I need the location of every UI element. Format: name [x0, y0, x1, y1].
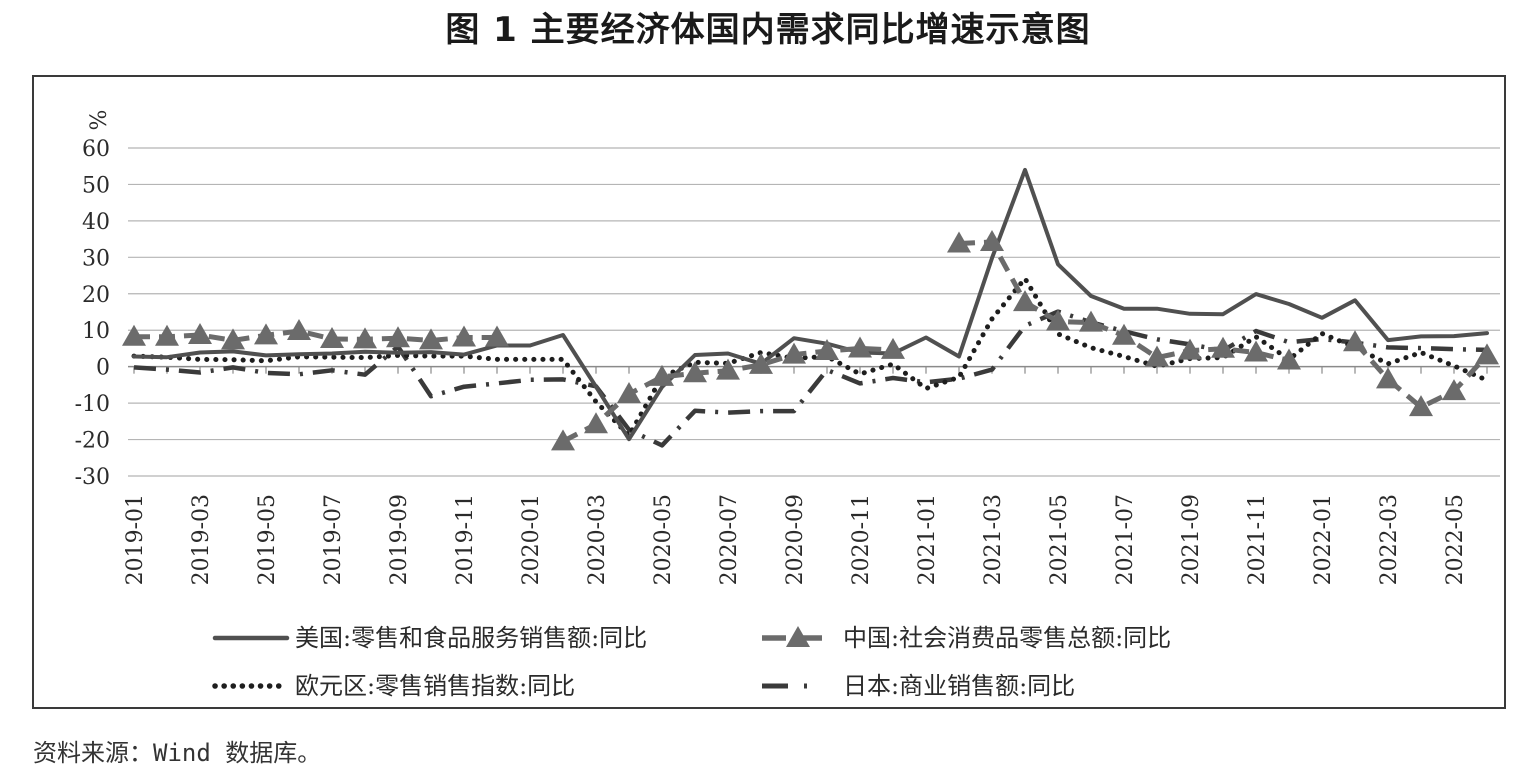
x-tick-label: 2021-11 [1245, 494, 1270, 585]
triangle-marker [1046, 309, 1070, 331]
series-line-3 [133, 309, 1488, 448]
triangle-marker [221, 328, 245, 350]
x-tick-label: 2021-03 [981, 494, 1006, 585]
triangle-marker [452, 325, 476, 347]
triangle-marker [320, 326, 344, 348]
x-tick-label: 2022-01 [1311, 494, 1336, 585]
y-tick-label: 40 [82, 210, 110, 235]
source-note: 资料来源：Wind 数据库。 [33, 739, 322, 767]
legend-label: 欧元区:零售销售指数:同比 [295, 672, 575, 700]
x-tick-label: 2019-09 [387, 494, 412, 585]
legend-entry-2: 欧元区:零售销售指数:同比 [212, 672, 575, 700]
x-tick-label: 2022-05 [1443, 494, 1468, 585]
triangle-marker [683, 361, 707, 383]
grid-layer [128, 147, 1500, 477]
y-tick-label: 10 [82, 319, 110, 344]
triangle-marker [353, 327, 377, 349]
y-tick-label: 30 [82, 246, 110, 271]
x-tick-label: 2020-09 [783, 494, 808, 585]
triangle-marker [1343, 330, 1367, 352]
x-tick-label: 2019-05 [255, 494, 280, 585]
triangle-marker [254, 323, 278, 345]
x-tick-label: 2020-03 [585, 494, 610, 585]
triangle-marker [1475, 343, 1499, 365]
y-tick-label: -20 [75, 429, 110, 454]
x-tick-label: 2021-07 [1113, 494, 1138, 585]
y-tick-label: 20 [82, 283, 110, 308]
triangle-marker [1211, 336, 1235, 358]
legend-triangle-marker [786, 626, 810, 647]
y-tick-label: 50 [82, 173, 110, 198]
triangle-marker [287, 318, 311, 340]
triangle-marker [749, 352, 773, 374]
axis-layer: 60 50 40 30 20 10 0 -10 -20 -30% 2019-01 2019-03 201… [75, 110, 1500, 585]
x-tick-label: 2019-11 [453, 494, 478, 585]
x-tick-label: 2021-09 [1179, 494, 1204, 585]
x-tick-label: 2022-03 [1377, 494, 1402, 585]
triangle-marker [848, 336, 872, 358]
triangle-marker [1409, 395, 1433, 417]
triangle-marker [815, 338, 839, 360]
triangle-marker [584, 412, 608, 434]
x-tick-label: 2019-01 [123, 494, 148, 585]
triangle-marker [1112, 323, 1136, 345]
series-layer [122, 167, 1499, 451]
legend-label: 美国:零售和食品服务销售额:同比 [295, 624, 647, 652]
x-tick-label: 2020-11 [849, 494, 874, 585]
triangle-marker [1079, 310, 1103, 332]
triangle-marker [1178, 338, 1202, 360]
x-tick-label: 2020-05 [651, 494, 676, 585]
legend-entry-1: 中国:社会消费品零售总额:同比 [762, 624, 1171, 652]
triangle-marker [716, 358, 740, 380]
legend-label: 中国:社会消费品零售总额:同比 [843, 624, 1171, 652]
triangle-marker [1277, 348, 1301, 370]
triangle-marker [155, 324, 179, 346]
triangle-marker [188, 322, 212, 344]
x-tick-label: 2020-07 [717, 494, 742, 585]
chart-frame [32, 75, 1506, 709]
triangle-marker [1145, 345, 1169, 367]
triangle-marker [485, 325, 509, 347]
x-tick-label: 2019-07 [321, 494, 346, 585]
triangle-marker [1244, 340, 1268, 362]
series-line-0 [132, 167, 1489, 442]
y-axis-label: % [87, 110, 112, 131]
triangle-marker [1376, 367, 1400, 389]
legend-label: 日本:商业销售额:同比 [843, 672, 1075, 700]
x-tick-label: 2021-01 [915, 494, 940, 585]
triangle-marker [617, 382, 641, 403]
legend-entry-0: 美国:零售和食品服务销售额:同比 [212, 624, 647, 652]
triangle-marker [782, 342, 806, 364]
triangle-marker [881, 337, 905, 359]
y-tick-label: 0 [96, 356, 110, 381]
triangle-marker [650, 364, 674, 386]
triangle-marker [419, 328, 443, 350]
triangle-marker [551, 429, 575, 451]
y-tick-label: -10 [75, 392, 110, 417]
triangle-marker [1442, 379, 1466, 401]
legend: 美国:零售和食品服务销售额:同比 中国:社会消费品零售总额:同比欧元区:零售销售指… [212, 624, 1171, 700]
triangle-marker [947, 231, 971, 253]
y-tick-label: -30 [75, 465, 110, 490]
triangle-marker [122, 324, 146, 346]
y-tick-label: 60 [82, 137, 110, 162]
x-tick-label: 2019-03 [189, 494, 214, 585]
legend-entry-3: 日本:商业销售额:同比 [762, 672, 1075, 700]
x-tick-label: 2021-05 [1047, 494, 1072, 585]
x-tick-label: 2020-01 [519, 494, 544, 585]
triangle-marker [1013, 290, 1037, 312]
chart-title: 图 1 主要经济体国内需求同比增速示意图 [445, 10, 1091, 50]
series-line-2 [131, 276, 1490, 438]
triangle-marker [386, 326, 410, 348]
triangle-marker [980, 230, 1004, 252]
